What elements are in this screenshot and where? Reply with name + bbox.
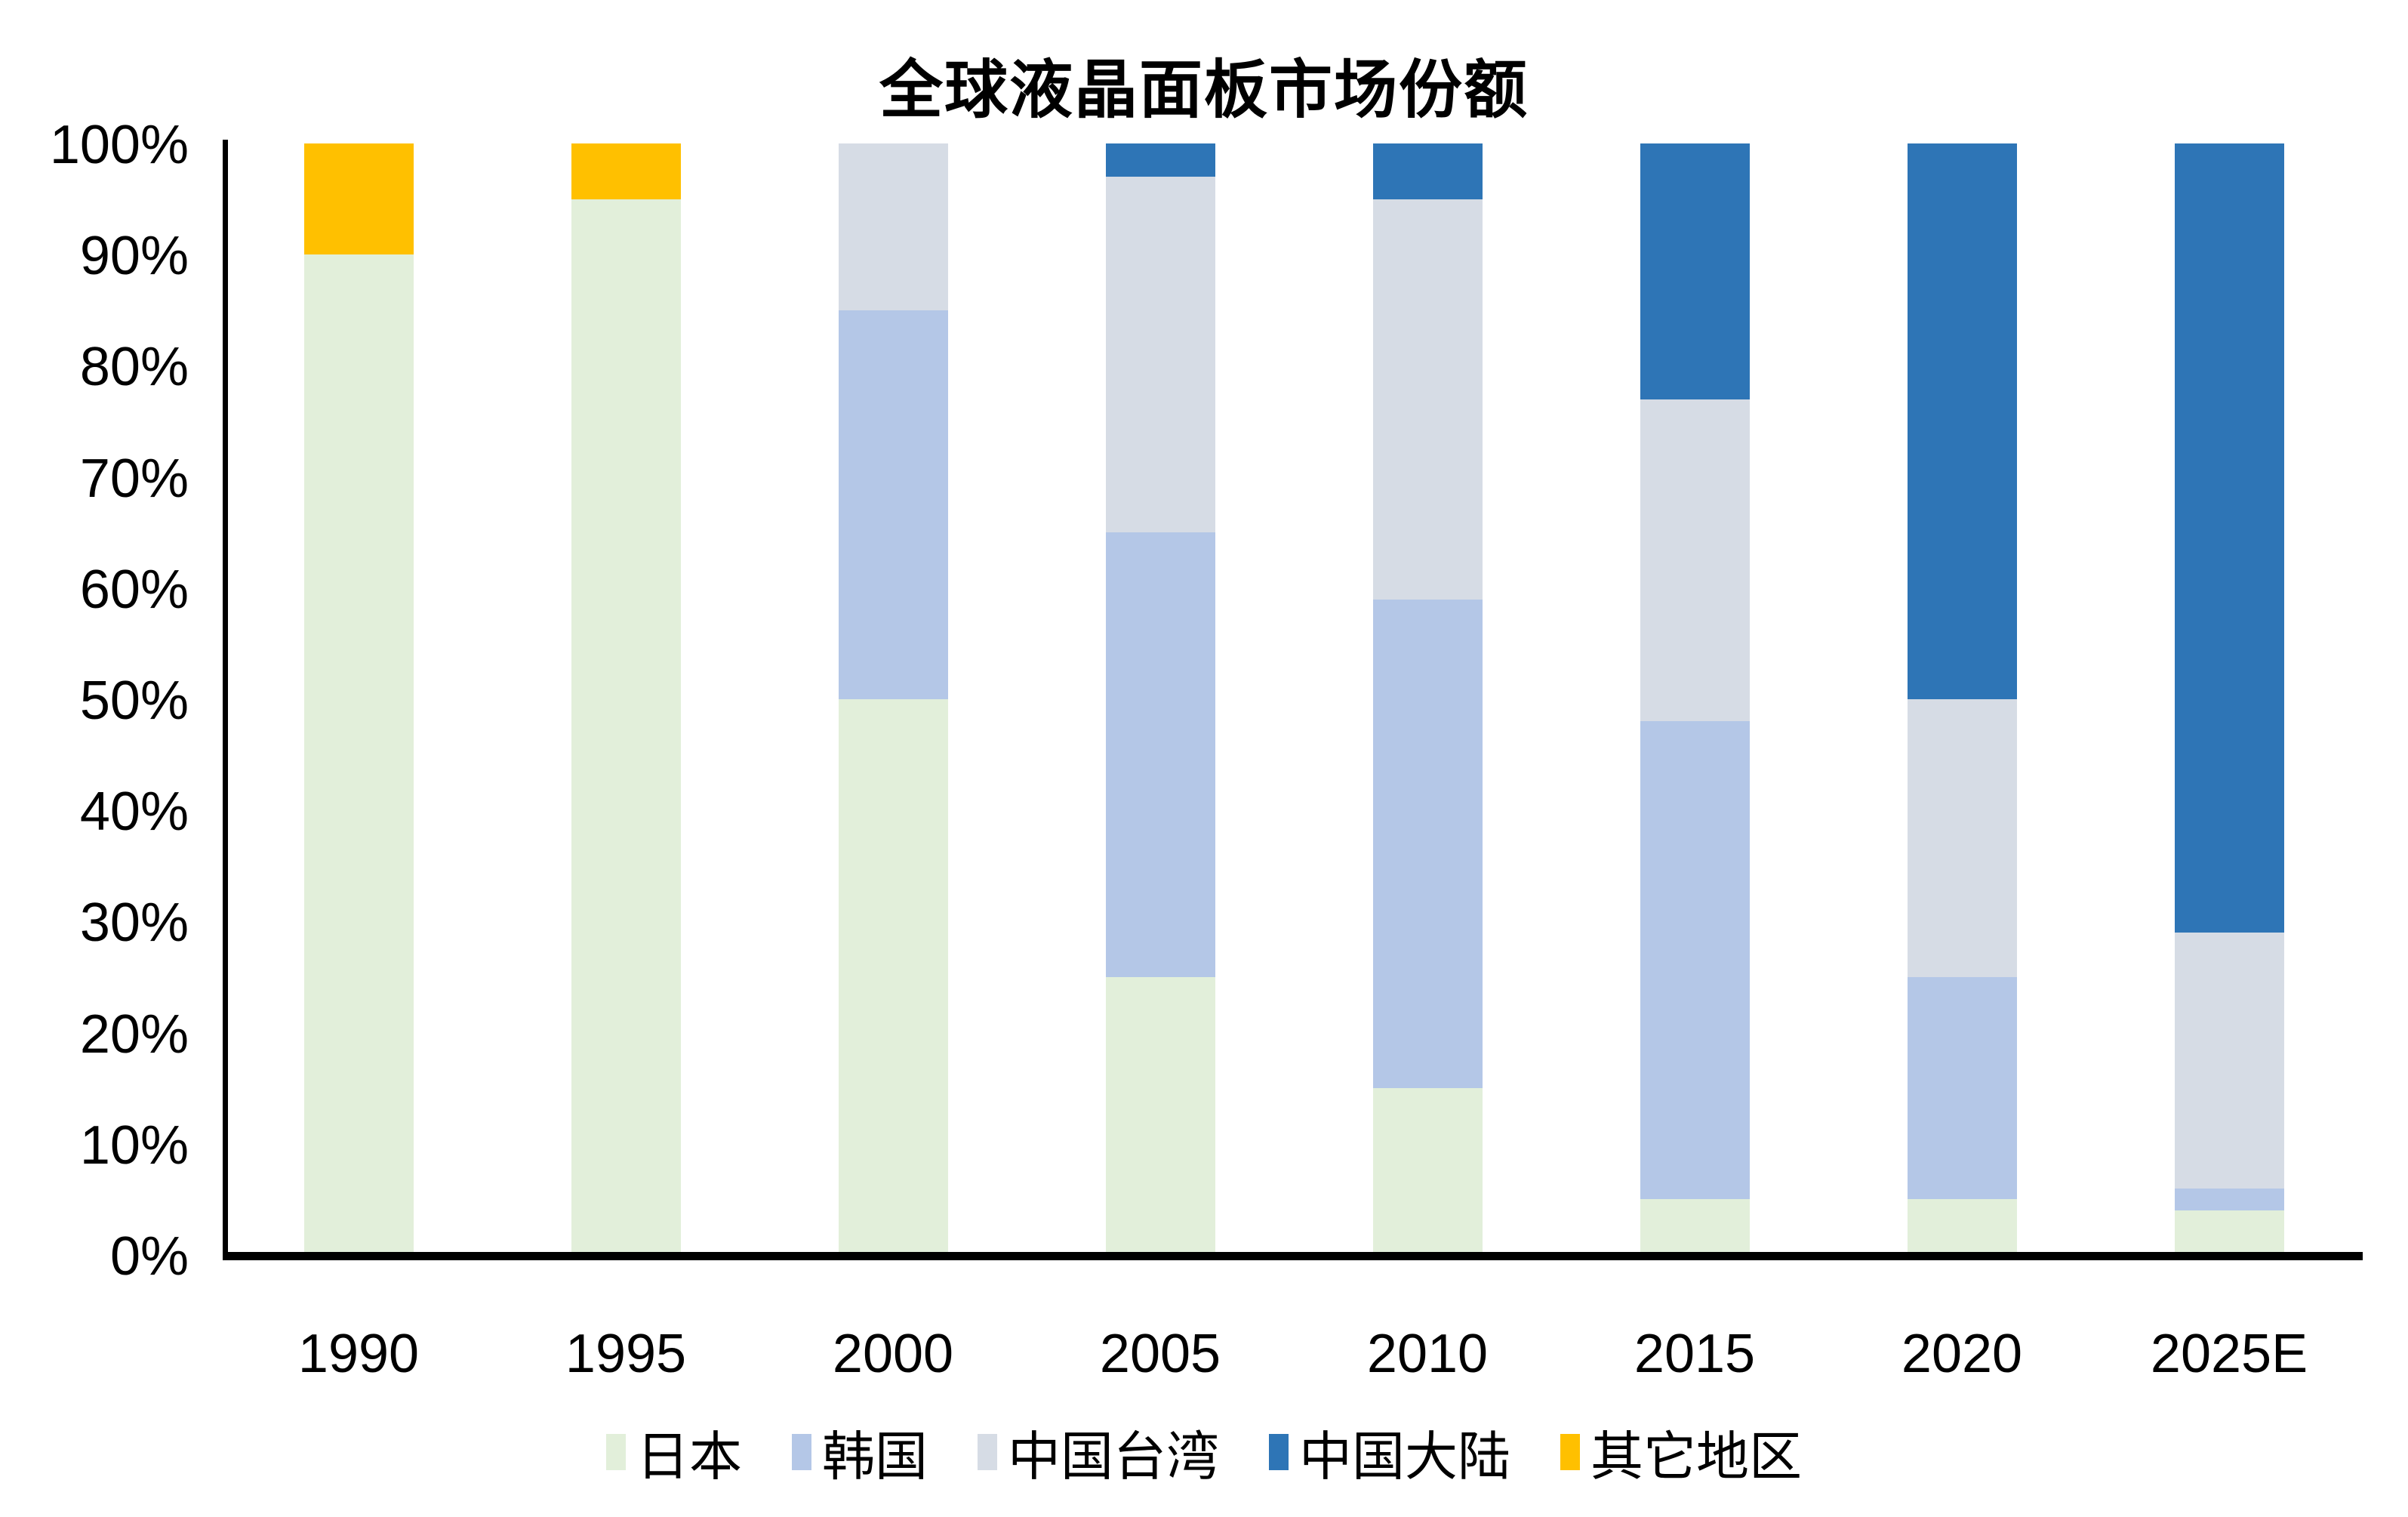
x-tick-label-2005: 2005 (1099, 1324, 1221, 1384)
bar-segment-韩国-2000 (838, 310, 948, 699)
x-tick-label-2010: 2010 (1366, 1324, 1489, 1384)
bar-segment-其它地区-1995 (571, 143, 681, 199)
legend-swatch-icon (978, 1434, 997, 1470)
y-axis-line (223, 140, 228, 1260)
bar-group-2020 (1907, 143, 2017, 1255)
legend-item-中国大陆: 中国大陆 (1269, 1414, 1510, 1491)
bar-segment-韩国-2025E (2174, 1188, 2284, 1211)
chart-title: 全球液晶面板市场份额 (879, 56, 1529, 126)
bar-segment-其它地区-1990 (303, 143, 414, 255)
bar-group-2005 (1105, 143, 1215, 1255)
legend-item-中国台湾: 中国台湾 (978, 1414, 1219, 1491)
y-tick-label-20: 20% (79, 1004, 189, 1065)
bar-segment-日本-2025E (2174, 1210, 2284, 1255)
bar-segment-中国大陆-2020 (1907, 143, 2017, 700)
bar-segment-日本-1995 (571, 199, 681, 1255)
bar-segment-中国台湾-2010 (1372, 199, 1483, 600)
legend-item-日本: 日本 (606, 1414, 742, 1491)
y-tick-label-0: 0% (109, 1226, 189, 1287)
bar-group-2015 (1640, 143, 1750, 1255)
bar-group-2025E (2174, 143, 2284, 1255)
y-tick-label-10: 10% (79, 1115, 189, 1176)
legend-label: 中国大陆 (1299, 1426, 1510, 1486)
bar-segment-中国大陆-2015 (1640, 143, 1750, 399)
x-tick-label-2020: 2020 (1901, 1324, 2023, 1384)
x-axis-line (223, 1252, 2363, 1260)
bar-segment-中国台湾-2000 (838, 143, 948, 310)
x-tick-label-2000: 2000 (832, 1324, 954, 1384)
y-tick-label-50: 50% (79, 671, 189, 731)
bar-segment-中国大陆-2005 (1105, 143, 1215, 177)
legend-label: 韩国 (822, 1426, 928, 1486)
bar-segment-韩国-2015 (1640, 721, 1750, 1200)
legend-label: 其它地区 (1590, 1426, 1802, 1486)
y-tick-label-40: 40% (79, 782, 189, 843)
y-tick-label-60: 60% (79, 559, 189, 620)
bar-segment-日本-1990 (303, 254, 414, 1255)
legend-label: 日本 (636, 1426, 742, 1486)
bar-segment-中国大陆-2025E (2174, 143, 2284, 933)
legend-swatch-icon (1269, 1434, 1289, 1470)
bar-segment-日本-2015 (1640, 1199, 1750, 1255)
legend-swatch-icon (1560, 1434, 1580, 1470)
bar-group-2010 (1372, 143, 1483, 1255)
bar-segment-中国台湾-2025E (2174, 933, 2284, 1189)
bar-segment-韩国-2005 (1105, 532, 1215, 977)
bar-segment-韩国-2020 (1907, 977, 2017, 1200)
x-tick-label-2025E: 2025E (2150, 1324, 2308, 1384)
bar-segment-中国台湾-2015 (1640, 399, 1750, 722)
bar-group-1995 (571, 143, 681, 1255)
y-tick-label-100: 100% (49, 115, 189, 175)
legend-swatch-icon (606, 1434, 626, 1470)
bar-segment-日本-2005 (1105, 977, 1215, 1255)
bar-segment-日本-2020 (1907, 1199, 2017, 1255)
plot-area (225, 143, 2363, 1256)
legend-label: 中国台湾 (1008, 1426, 1219, 1486)
bar-segment-中国台湾-2005 (1105, 177, 1215, 533)
bar-group-2000 (838, 143, 948, 1255)
bar-segment-中国大陆-2010 (1372, 143, 1483, 199)
y-tick-label-80: 80% (79, 337, 189, 398)
x-tick-label-1990: 1990 (297, 1324, 420, 1384)
bar-segment-韩国-2010 (1372, 599, 1483, 1089)
y-tick-label-90: 90% (79, 226, 189, 287)
legend: 日本 韩国 中国台湾 中国大陆 其它地区 (0, 1411, 2408, 1494)
legend-swatch-icon (792, 1434, 811, 1470)
y-tick-label-70: 70% (79, 448, 189, 509)
x-tick-label-1995: 1995 (565, 1324, 687, 1384)
bar-segment-日本-2010 (1372, 1088, 1483, 1255)
legend-item-韩国: 韩国 (792, 1414, 928, 1491)
y-tick-label-30: 30% (79, 893, 189, 954)
bar-segment-中国台湾-2020 (1907, 699, 2017, 978)
legend-item-其它地区: 其它地区 (1560, 1414, 1802, 1491)
bar-segment-日本-2000 (838, 699, 948, 1255)
x-tick-label-2015: 2015 (1634, 1324, 1756, 1384)
bar-group-1990 (303, 143, 414, 1255)
